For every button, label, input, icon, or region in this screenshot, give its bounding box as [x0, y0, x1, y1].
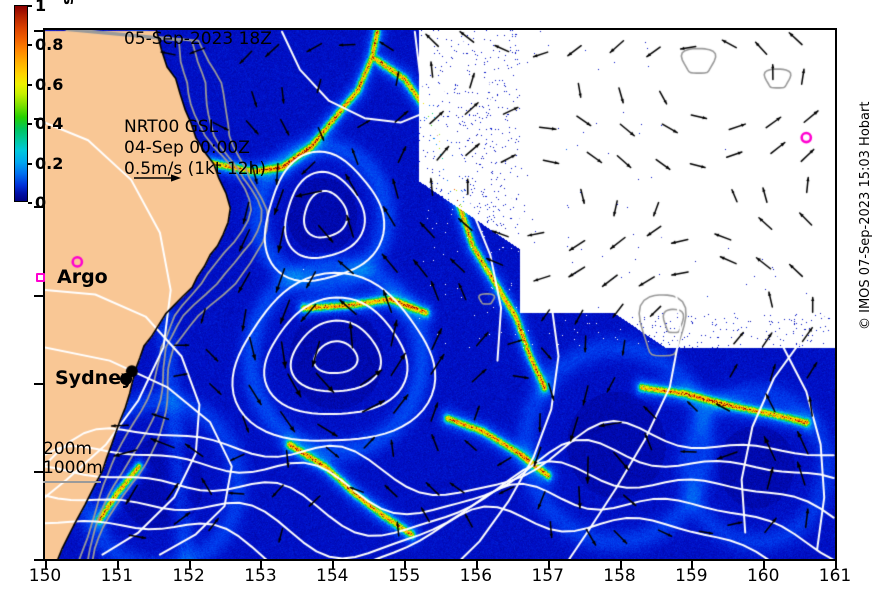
colorbar-tick-label: 0.8 — [35, 35, 64, 55]
colorbar-tick-mark — [28, 44, 32, 47]
colorbar-gradient — [14, 5, 28, 202]
map-plot-area[interactable] — [43, 28, 837, 561]
colorbar-tick-mark — [28, 162, 32, 165]
bathymetry-legend: 200m 1000m — [43, 440, 103, 483]
colorbar-tick-mark — [28, 202, 32, 204]
x-tick-mark — [332, 561, 335, 569]
copyright-label: © IMOS 07-Sep-2023 15:03 Hobart — [858, 101, 873, 330]
x-tick-label: 160 — [746, 566, 780, 586]
colorbar-title: std dev of 4hr SST comp — [58, 0, 258, 5]
x-tick-mark — [475, 561, 478, 569]
x-tick-label: 150 — [28, 566, 62, 586]
x-tick-label: 159 — [675, 566, 708, 586]
x-tick-label: 152 — [172, 566, 205, 586]
y-tick-mark — [34, 559, 43, 561]
colorbar-tick-mark — [28, 5, 32, 7]
current-scale-text: 0.5m/s (1kt 12h) — [124, 159, 266, 179]
x-tick-mark — [547, 561, 550, 569]
city-label-sydney: Sydney — [55, 367, 134, 389]
x-tick-mark — [763, 561, 766, 569]
x-tick-mark — [116, 561, 119, 569]
y-tick-mark — [34, 206, 43, 209]
x-tick-mark — [45, 561, 47, 569]
x-tick-label: 155 — [387, 566, 421, 586]
colorbar-tick-mark — [28, 123, 32, 126]
current-valid-time: 04-Sep 00:00Z — [124, 138, 250, 158]
colorbar-tick-label: 0.4 — [35, 114, 64, 134]
y-tick-mark — [34, 382, 43, 385]
colorbar-tick-mark — [28, 83, 32, 86]
current-product-name: NRT00 GSL — [124, 117, 219, 137]
x-tick-label: 156 — [459, 566, 493, 586]
x-tick-mark — [619, 561, 622, 569]
y-tick-mark — [34, 30, 43, 32]
colorbar-tick-label: 0.2 — [35, 153, 64, 173]
timestamp-label: 05-Sep-2023 18Z — [124, 29, 272, 49]
argo-legend-label: Argo — [57, 266, 108, 288]
x-tick-mark — [691, 561, 694, 569]
x-tick-mark — [835, 561, 837, 569]
current-overlay-label: NRT00 GSL 04-Sep 00:00Z 0.5m/s (1kt 12h) — [124, 117, 266, 180]
colorbar-tick-label: 0.6 — [35, 74, 64, 94]
x-tick-mark — [260, 561, 263, 569]
x-tick-mark — [188, 561, 191, 569]
city-marker-icon — [120, 373, 132, 385]
x-tick-label: 157 — [531, 566, 564, 586]
colorbar-tick-label: 0 — [35, 193, 47, 212]
argo-marker-icon — [36, 273, 45, 282]
bathy-label-200m: 200m — [43, 439, 93, 459]
x-tick-label: 158 — [603, 566, 636, 586]
sst-variability-raster — [45, 30, 835, 559]
x-tick-label: 151 — [100, 566, 134, 586]
y-tick-mark — [34, 470, 43, 473]
y-tick-mark — [34, 294, 43, 297]
x-tick-mark — [404, 561, 407, 569]
bathy-label-1000m: 1000m — [43, 458, 103, 478]
x-tick-label: 154 — [316, 566, 349, 586]
x-tick-label: 153 — [244, 566, 277, 586]
bathy-legend-rule — [43, 481, 101, 483]
scale-arrow-icon — [134, 174, 181, 182]
colorbar: 10.80.60.40.20 std dev of 4hr SST comp — [14, 0, 134, 212]
y-tick-mark — [34, 118, 43, 121]
x-tick-label: 161 — [818, 566, 852, 586]
colorbar-tick-label: 1 — [35, 0, 47, 15]
